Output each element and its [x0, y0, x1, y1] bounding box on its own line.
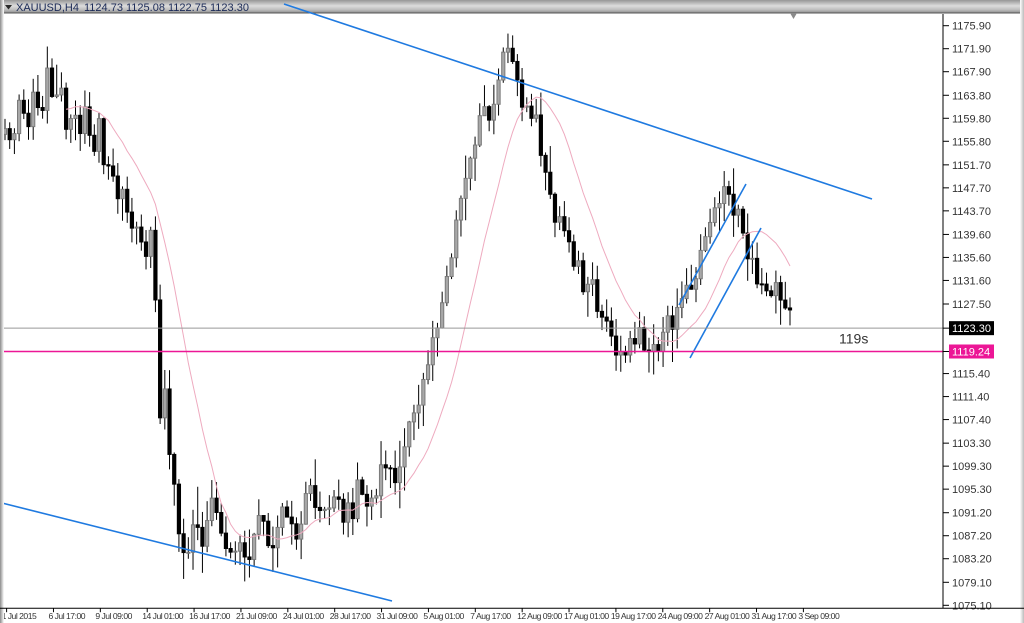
svg-text:1175.90: 1175.90	[952, 21, 991, 33]
svg-text:7 Aug 17:00: 7 Aug 17:00	[470, 611, 511, 621]
svg-text:28 Jul 17:00: 28 Jul 17:00	[330, 611, 372, 621]
svg-text:1091.20: 1091.20	[952, 508, 992, 520]
svg-text:1075.10: 1075.10	[952, 600, 992, 612]
svg-text:1087.20: 1087.20	[952, 531, 992, 543]
svg-text:1099.30: 1099.30	[952, 461, 992, 473]
svg-text:1167.90: 1167.90	[952, 67, 991, 79]
svg-text:1171.90: 1171.90	[952, 44, 991, 56]
svg-text:1115.40: 1115.40	[952, 369, 990, 381]
svg-text:1127.50: 1127.50	[952, 299, 991, 311]
svg-text:1135.60: 1135.60	[952, 252, 991, 264]
svg-text:24 Aug 09:00: 24 Aug 09:00	[658, 611, 703, 621]
svg-text:27 Aug 01:00: 27 Aug 01:00	[705, 611, 750, 621]
svg-text:9 Jul 09:00: 9 Jul 09:00	[95, 611, 132, 621]
svg-text:XAUUSD,H4: XAUUSD,H4	[16, 2, 79, 14]
svg-text:1155.80: 1155.80	[952, 136, 991, 148]
svg-text:1095.30: 1095.30	[952, 484, 992, 496]
svg-text:1083.20: 1083.20	[952, 554, 992, 566]
svg-text:119s: 119s	[839, 330, 868, 346]
svg-text:14 Jul 01:00: 14 Jul 01:00	[142, 611, 184, 621]
svg-text:1131.60: 1131.60	[952, 275, 991, 287]
svg-text:6 Jul 17:00: 6 Jul 17:00	[48, 611, 85, 621]
svg-text:1147.70: 1147.70	[952, 183, 991, 195]
svg-text:5 Aug 01:00: 5 Aug 01:00	[423, 611, 464, 621]
svg-text:3 Sep 09:00: 3 Sep 09:00	[798, 611, 840, 621]
svg-text:19 Aug 17:00: 19 Aug 17:00	[611, 611, 656, 621]
svg-text:24 Jul 01:00: 24 Jul 01:00	[283, 611, 325, 621]
svg-text:31 Aug 17:00: 31 Aug 17:00	[752, 611, 797, 621]
svg-text:1124.73 1125.08 1122.75 1123.3: 1124.73 1125.08 1122.75 1123.30	[84, 2, 249, 14]
svg-text:12 Aug 09:00: 12 Aug 09:00	[517, 611, 562, 621]
svg-text:17 Aug 01:00: 17 Aug 01:00	[564, 611, 609, 621]
svg-text:1119.24: 1119.24	[952, 346, 990, 358]
svg-text:1079.10: 1079.10	[952, 577, 992, 589]
svg-text:21 Jul 09:00: 21 Jul 09:00	[236, 611, 278, 621]
svg-text:1139.60: 1139.60	[952, 229, 991, 241]
svg-text:1111.40: 1111.40	[952, 392, 989, 404]
svg-text:1 Jul 2015: 1 Jul 2015	[2, 611, 37, 621]
svg-text:1103.30: 1103.30	[952, 438, 991, 450]
svg-text:1107.40: 1107.40	[952, 415, 991, 427]
svg-text:1143.70: 1143.70	[952, 206, 991, 218]
svg-text:1151.70: 1151.70	[952, 160, 991, 172]
svg-text:31 Jul 09:00: 31 Jul 09:00	[377, 611, 419, 621]
svg-text:1163.80: 1163.80	[952, 90, 991, 102]
svg-text:1123.30: 1123.30	[952, 323, 991, 335]
svg-text:1159.80: 1159.80	[952, 113, 991, 125]
svg-text:16 Jul 17:00: 16 Jul 17:00	[189, 611, 231, 621]
